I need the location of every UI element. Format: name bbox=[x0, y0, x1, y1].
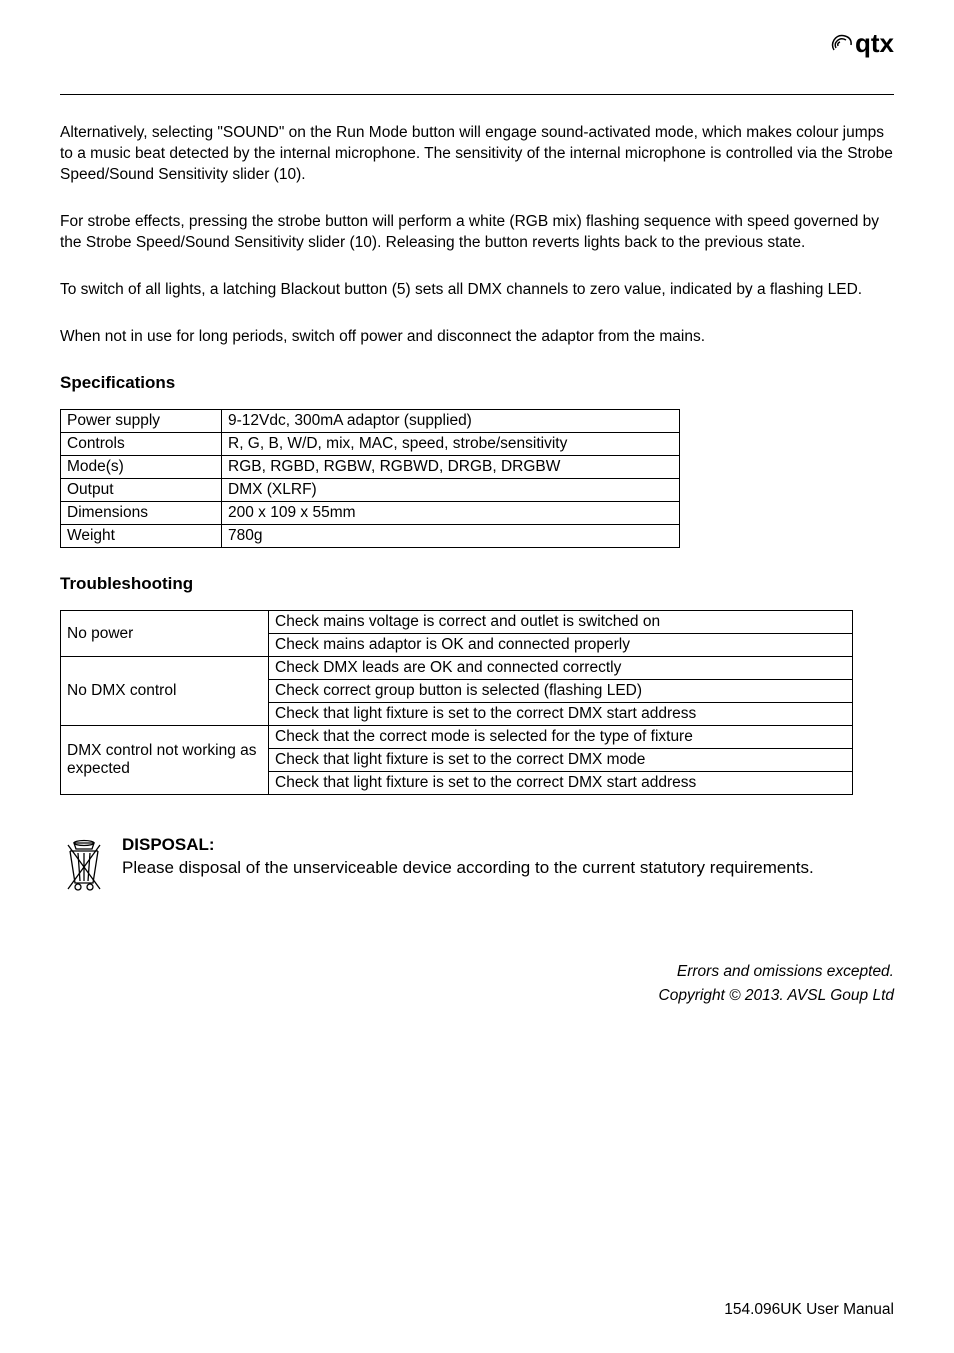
paragraph-blackout: To switch of all lights, a latching Blac… bbox=[60, 280, 894, 301]
spec-label: Dimensions bbox=[61, 502, 222, 525]
disposal-section: DISPOSAL: Please disposal of the unservi… bbox=[60, 835, 894, 900]
spec-label: Mode(s) bbox=[61, 456, 222, 479]
logo-swirl-icon bbox=[830, 30, 854, 61]
logo-text: qtx bbox=[855, 28, 894, 58]
trouble-check: Check that light fixture is set to the c… bbox=[269, 749, 853, 772]
paragraph-sound-mode: Alternatively, selecting "SOUND" on the … bbox=[60, 123, 894, 186]
disposal-weee-icon bbox=[60, 837, 108, 900]
table-row: Power supply 9-12Vdc, 300mA adaptor (sup… bbox=[61, 410, 680, 433]
trouble-issue: DMX control not working as expected bbox=[61, 726, 269, 795]
spec-value: DMX (XLRF) bbox=[222, 479, 680, 502]
trouble-issue: No DMX control bbox=[61, 657, 269, 726]
copyright-block: Errors and omissions excepted. Copyright… bbox=[60, 960, 894, 1007]
spec-label: Power supply bbox=[61, 410, 222, 433]
spec-value: 9-12Vdc, 300mA adaptor (supplied) bbox=[222, 410, 680, 433]
trouble-check: Check mains adaptor is OK and connected … bbox=[269, 634, 853, 657]
spec-value: R, G, B, W/D, mix, MAC, speed, strobe/se… bbox=[222, 433, 680, 456]
header-divider bbox=[60, 94, 894, 95]
table-row: Weight 780g bbox=[61, 525, 680, 548]
heading-troubleshooting: Troubleshooting bbox=[60, 574, 894, 594]
disposal-text: DISPOSAL: Please disposal of the unservi… bbox=[122, 835, 814, 880]
footer-manual-id: 154.096UK User Manual bbox=[724, 1301, 894, 1319]
spec-label: Controls bbox=[61, 433, 222, 456]
spec-label: Weight bbox=[61, 525, 222, 548]
brand-logo: qtx bbox=[830, 28, 894, 61]
table-row: Output DMX (XLRF) bbox=[61, 479, 680, 502]
spec-value: RGB, RGBD, RGBW, RGBWD, DRGB, DRGBW bbox=[222, 456, 680, 479]
table-row: No DMX control Check DMX leads are OK an… bbox=[61, 657, 853, 680]
troubleshooting-table: No power Check mains voltage is correct … bbox=[60, 610, 853, 795]
table-row: Mode(s) RGB, RGBD, RGBW, RGBWD, DRGB, DR… bbox=[61, 456, 680, 479]
trouble-check: Check that the correct mode is selected … bbox=[269, 726, 853, 749]
trouble-issue: No power bbox=[61, 611, 269, 657]
table-row: DMX control not working as expected Chec… bbox=[61, 726, 853, 749]
document-page: qtx Alternatively, selecting "SOUND" on … bbox=[0, 0, 954, 1353]
copyright-line1: Errors and omissions excepted. bbox=[60, 960, 894, 983]
trouble-check: Check that light fixture is set to the c… bbox=[269, 703, 853, 726]
paragraph-power-off: When not in use for long periods, switch… bbox=[60, 327, 894, 348]
table-row: Controls R, G, B, W/D, mix, MAC, speed, … bbox=[61, 433, 680, 456]
copyright-line2: Copyright © 2013. AVSL Goup Ltd bbox=[60, 984, 894, 1007]
trouble-check: Check mains voltage is correct and outle… bbox=[269, 611, 853, 634]
trouble-check: Check correct group button is selected (… bbox=[269, 680, 853, 703]
spec-value: 780g bbox=[222, 525, 680, 548]
heading-specifications: Specifications bbox=[60, 373, 894, 393]
paragraph-strobe: For strobe effects, pressing the strobe … bbox=[60, 212, 894, 254]
disposal-body: Please disposal of the unserviceable dev… bbox=[122, 857, 814, 880]
specifications-table: Power supply 9-12Vdc, 300mA adaptor (sup… bbox=[60, 409, 680, 548]
table-row: No power Check mains voltage is correct … bbox=[61, 611, 853, 634]
spec-label: Output bbox=[61, 479, 222, 502]
trouble-check: Check DMX leads are OK and connected cor… bbox=[269, 657, 853, 680]
trouble-check: Check that light fixture is set to the c… bbox=[269, 772, 853, 795]
heading-disposal: DISPOSAL: bbox=[122, 835, 814, 855]
spec-value: 200 x 109 x 55mm bbox=[222, 502, 680, 525]
table-row: Dimensions 200 x 109 x 55mm bbox=[61, 502, 680, 525]
